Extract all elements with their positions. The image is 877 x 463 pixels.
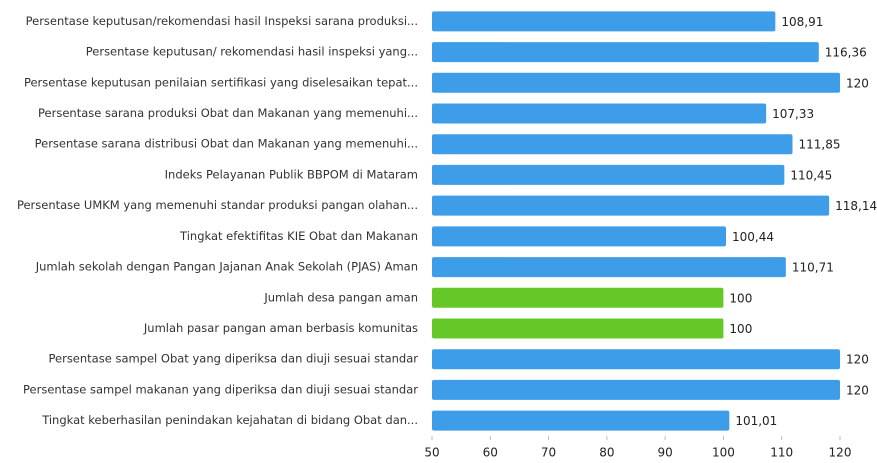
- y-tick-label: Persentase sarana distribusi Obat dan Ma…: [35, 137, 418, 151]
- x-tick-label: 80: [599, 446, 614, 460]
- bar: [432, 287, 724, 308]
- value-label: 110,71: [792, 261, 834, 275]
- value-label: 120: [846, 353, 869, 367]
- value-label: 120: [846, 383, 869, 397]
- y-tick-label: Persentase sarana produksi Obat dan Maka…: [38, 106, 418, 120]
- value-label: 101,01: [735, 414, 777, 428]
- y-tick-label: Jumlah pasar pangan aman berbasis komuni…: [143, 321, 418, 335]
- x-tick-label: 60: [483, 446, 498, 460]
- value-label: 111,85: [798, 138, 840, 152]
- bar: [432, 257, 786, 278]
- bar: [432, 318, 724, 339]
- bar: [432, 42, 819, 63]
- y-tick-label: Persentase keputusan penilaian sertifika…: [24, 75, 418, 89]
- x-tick-label: 120: [829, 446, 852, 460]
- y-tick-label: Persentase sampel Obat yang diperiksa da…: [48, 352, 418, 366]
- x-tick-label: 90: [658, 446, 673, 460]
- y-tick-label: Persentase keputusan/rekomendasi hasil I…: [26, 14, 418, 28]
- bar: [432, 410, 730, 431]
- y-tick-label: Tingkat efektifitas KIE Obat dan Makanan: [179, 229, 418, 243]
- bar: [432, 103, 767, 124]
- value-label: 107,33: [772, 107, 814, 121]
- x-tick-label: 110: [770, 446, 793, 460]
- value-label: 116,36: [825, 46, 867, 60]
- y-tick-label: Jumlah sekolah dengan Pangan Jajanan Ana…: [35, 260, 418, 274]
- value-label: 110,45: [790, 168, 832, 182]
- bar: [432, 226, 726, 247]
- bar: [432, 349, 840, 370]
- value-label: 100: [729, 291, 752, 305]
- bar: [432, 164, 785, 185]
- bar: [432, 195, 830, 216]
- value-label: 118,14: [835, 199, 877, 213]
- bar: [432, 11, 776, 32]
- value-label: 100: [729, 322, 752, 336]
- bar: [432, 134, 793, 155]
- bar: [432, 72, 840, 93]
- y-tick-label: Indeks Pelayanan Publik BBPOM di Mataram: [165, 167, 418, 181]
- value-label: 120: [846, 76, 869, 90]
- y-tick-label: Persentase UMKM yang memenuhi standar pr…: [17, 198, 418, 212]
- bar: [432, 379, 840, 400]
- x-tick-label: 70: [541, 446, 556, 460]
- value-label: 108,91: [781, 15, 823, 29]
- x-tick-label: 50: [424, 446, 439, 460]
- y-tick-label: Jumlah desa pangan aman: [263, 290, 418, 304]
- y-tick-label: Tingkat keberhasilan penindakan kejahata…: [41, 413, 418, 427]
- value-label: 100,44: [732, 230, 774, 244]
- y-tick-label: Persentase sampel makanan yang diperiksa…: [23, 382, 418, 396]
- y-tick-label: Persentase keputusan/ rekomendasi hasil …: [86, 45, 418, 59]
- x-tick-label: 100: [712, 446, 735, 460]
